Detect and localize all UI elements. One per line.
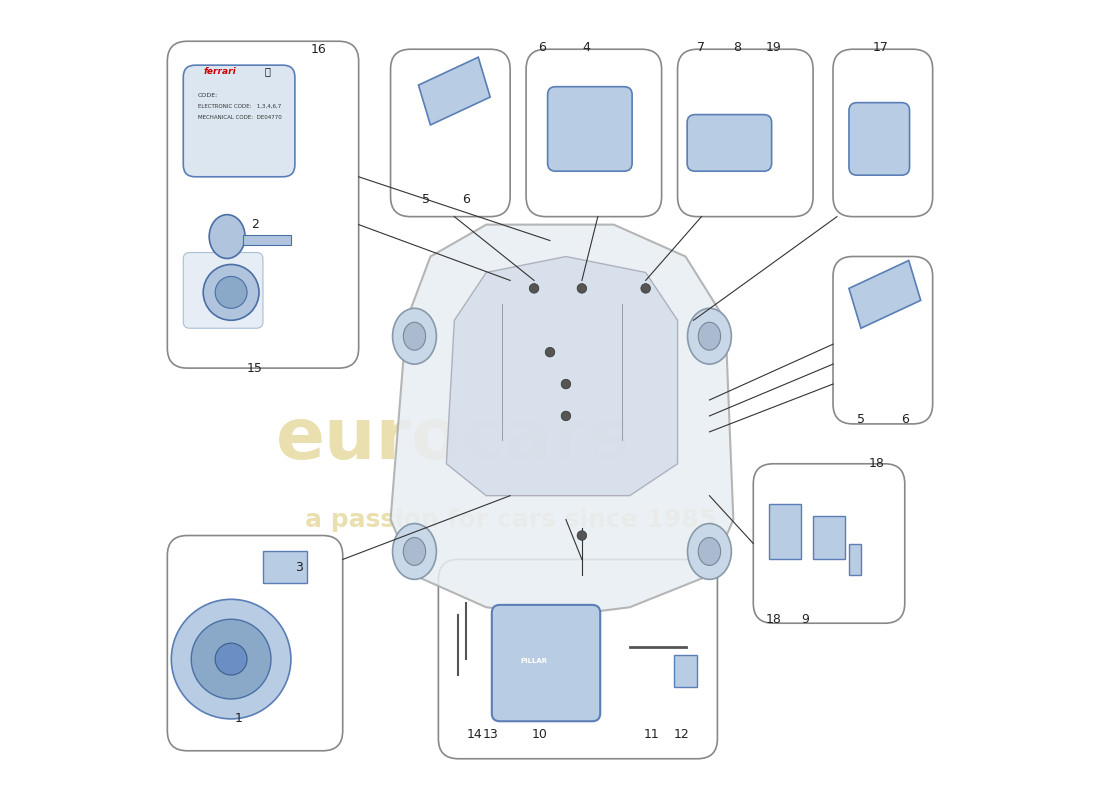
Bar [263, 551, 307, 583]
Text: 14: 14 [466, 728, 482, 742]
Text: a passion for cars since 1985: a passion for cars since 1985 [305, 507, 716, 531]
Circle shape [561, 411, 571, 421]
Text: ferrari: ferrari [204, 67, 236, 76]
Text: 1: 1 [235, 712, 243, 726]
Polygon shape [849, 261, 921, 328]
Text: 5: 5 [422, 193, 430, 206]
Text: 🔑: 🔑 [264, 66, 270, 77]
Ellipse shape [393, 308, 437, 364]
Text: 18: 18 [766, 613, 781, 626]
FancyBboxPatch shape [754, 464, 905, 623]
Text: CODE:: CODE: [198, 93, 218, 98]
Ellipse shape [698, 322, 720, 350]
Text: eurocars: eurocars [276, 406, 632, 474]
Text: 4: 4 [582, 41, 590, 54]
Text: 12: 12 [673, 728, 690, 742]
Ellipse shape [688, 308, 732, 364]
Text: 15: 15 [248, 362, 263, 374]
Text: 6: 6 [901, 414, 909, 426]
Text: 2: 2 [251, 218, 258, 231]
Ellipse shape [404, 322, 426, 350]
Bar [243, 235, 290, 245]
Circle shape [578, 284, 586, 293]
Ellipse shape [393, 523, 437, 579]
Ellipse shape [204, 265, 258, 320]
Text: ELECTRONIC CODE:   1,3,4,6,7: ELECTRONIC CODE: 1,3,4,6,7 [198, 104, 280, 109]
Text: MECHANICAL CODE:  DE04770: MECHANICAL CODE: DE04770 [198, 115, 282, 120]
Text: 7: 7 [697, 41, 705, 54]
Circle shape [216, 643, 248, 675]
Polygon shape [447, 257, 678, 496]
Circle shape [191, 619, 271, 699]
Bar [769, 504, 801, 559]
FancyBboxPatch shape [526, 50, 661, 217]
Text: 18: 18 [869, 458, 884, 470]
Text: PILLAR: PILLAR [520, 658, 548, 664]
FancyBboxPatch shape [167, 42, 359, 368]
FancyBboxPatch shape [688, 114, 771, 171]
FancyBboxPatch shape [492, 605, 601, 722]
FancyBboxPatch shape [439, 559, 717, 758]
Polygon shape [418, 57, 491, 125]
Circle shape [546, 347, 554, 357]
Text: 9: 9 [801, 613, 808, 626]
Circle shape [578, 530, 586, 540]
Polygon shape [390, 225, 734, 615]
Ellipse shape [688, 523, 732, 579]
FancyBboxPatch shape [390, 50, 510, 217]
Text: 8: 8 [734, 41, 741, 54]
FancyBboxPatch shape [678, 50, 813, 217]
Text: 11: 11 [645, 728, 660, 742]
Text: 5: 5 [857, 414, 865, 426]
FancyBboxPatch shape [548, 86, 632, 171]
FancyBboxPatch shape [167, 535, 343, 750]
Bar [849, 543, 861, 575]
Circle shape [561, 379, 571, 389]
Circle shape [641, 284, 650, 293]
FancyBboxPatch shape [184, 253, 263, 328]
Circle shape [172, 599, 290, 719]
Text: 19: 19 [766, 41, 781, 54]
FancyBboxPatch shape [833, 50, 933, 217]
Text: 16: 16 [311, 42, 327, 56]
Text: 6: 6 [538, 41, 546, 54]
Circle shape [529, 284, 539, 293]
Text: 13: 13 [482, 728, 498, 742]
Bar [673, 655, 697, 687]
Ellipse shape [209, 214, 245, 258]
Text: 10: 10 [531, 728, 548, 742]
Text: 6: 6 [462, 193, 470, 206]
FancyBboxPatch shape [849, 102, 910, 175]
Ellipse shape [216, 277, 248, 308]
Text: 3: 3 [295, 561, 302, 574]
Text: 17: 17 [873, 41, 889, 54]
FancyBboxPatch shape [833, 257, 933, 424]
Ellipse shape [698, 538, 720, 566]
Ellipse shape [404, 538, 426, 566]
FancyBboxPatch shape [184, 65, 295, 177]
Bar [813, 515, 845, 559]
